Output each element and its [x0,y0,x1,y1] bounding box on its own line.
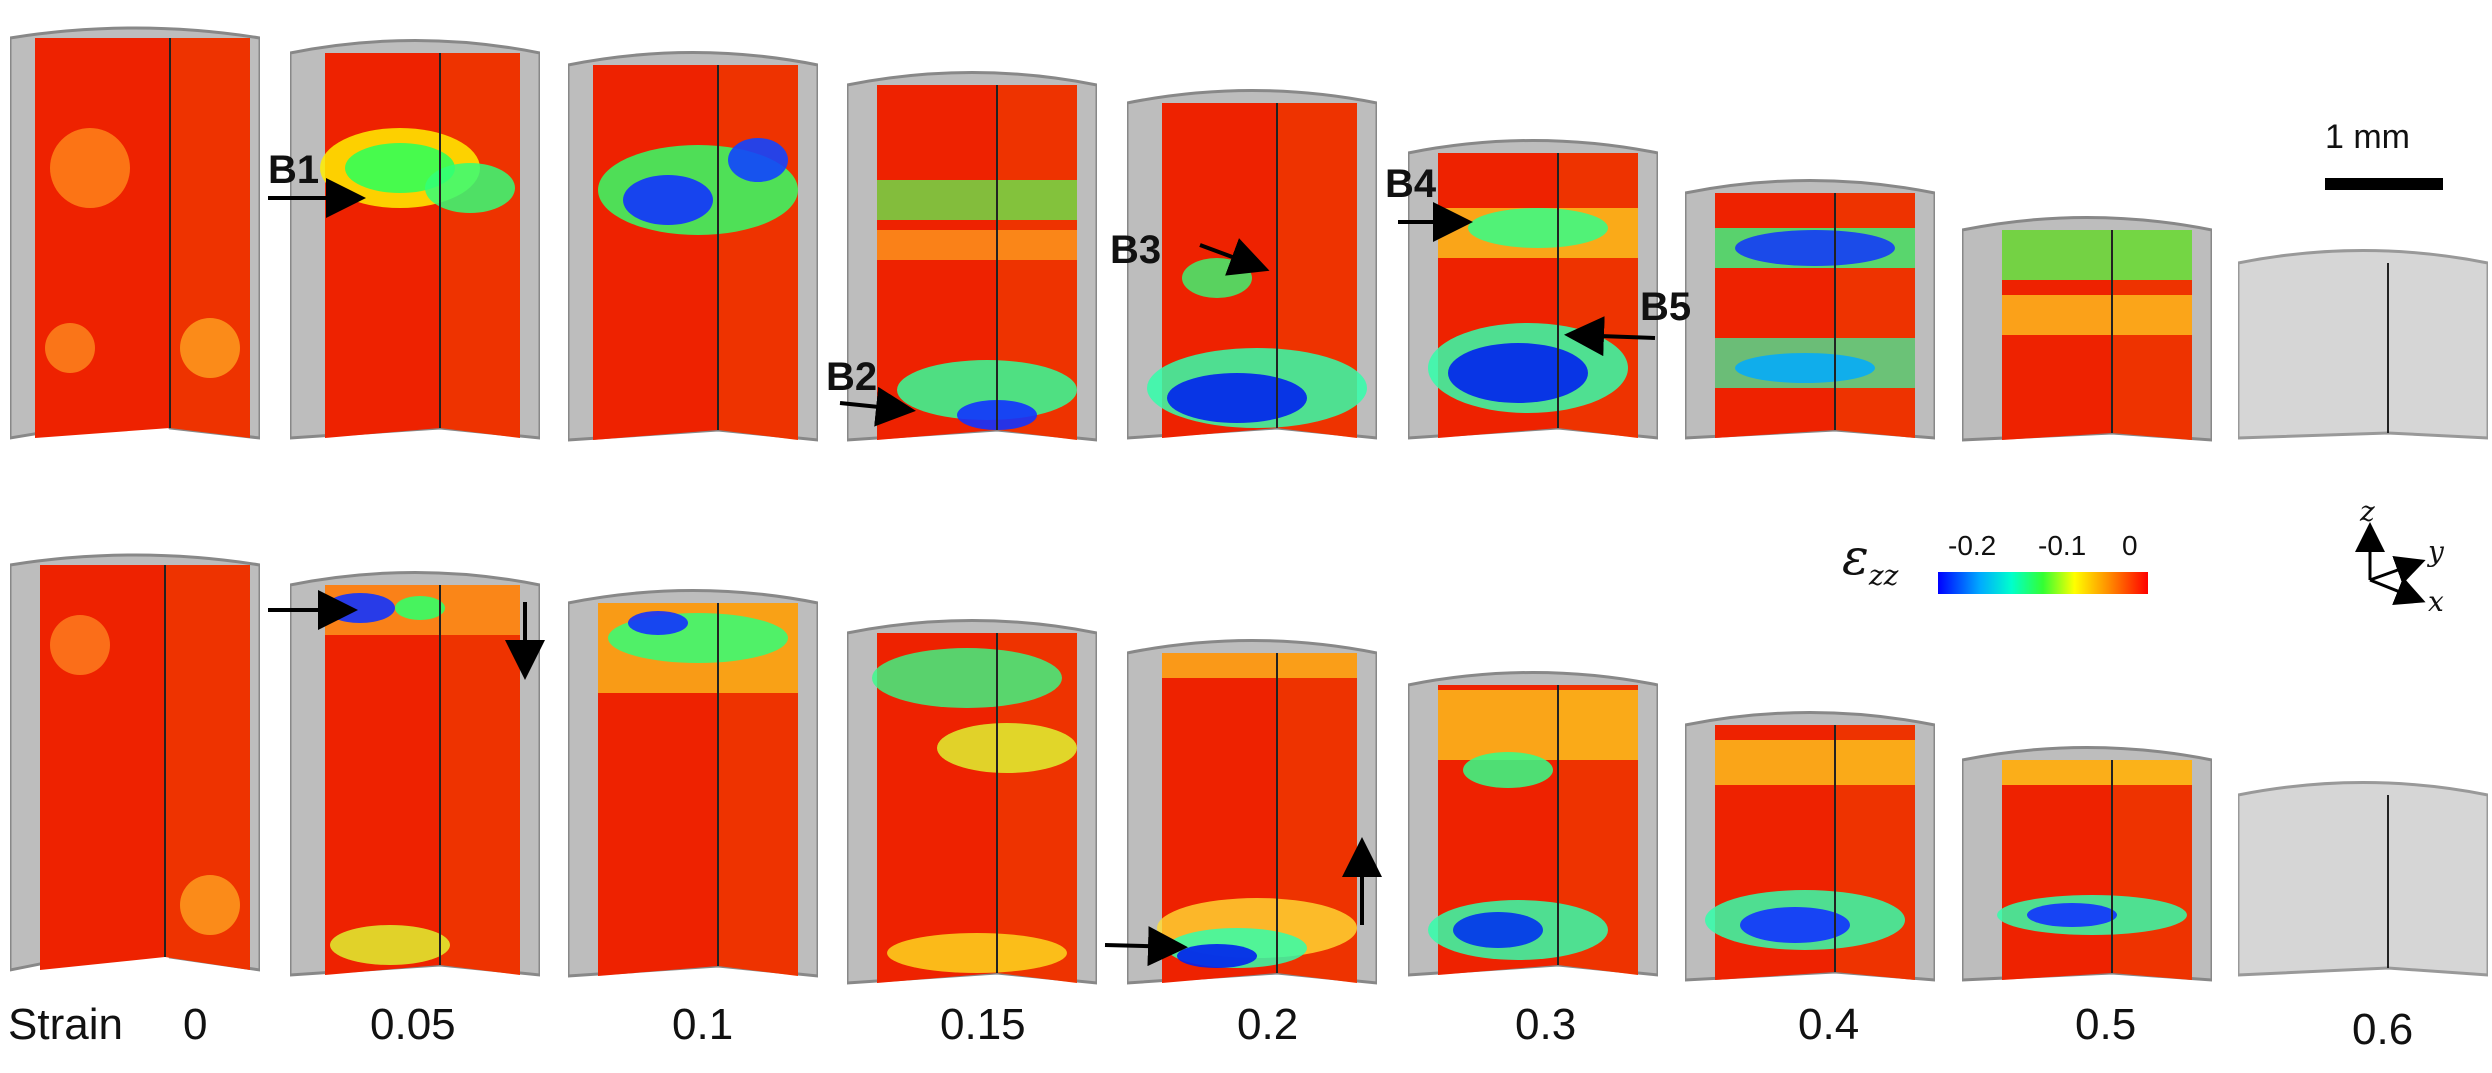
bottom-sample-01 [568,578,818,983]
strain-value-01: 0.1 [672,1000,734,1049]
band-label-b1: B1 [268,148,320,192]
bottom-sample-015-render [847,619,1097,985]
arrow-b2 [839,386,916,427]
top-sample-03 [1408,128,1658,448]
bottom-sample-005 [290,560,540,980]
bottom-sample-005-render [290,571,540,977]
strain-value-0: 0 [183,1000,208,1049]
colorbar-tick-high: 0 [2122,530,2138,561]
colorbar-tick-mid: -0.1 [2038,530,2087,561]
arrow-b3 [1199,238,1270,276]
strain-value-015: 0.15 [940,1000,1026,1049]
bottom-sample-03-render [1408,671,1658,977]
bottom-sample-04-render [1685,711,1935,982]
bottom-sample-015 [847,608,1097,988]
top-sample-04-render [1685,179,1935,440]
top-sample-005-render [290,39,540,440]
arrow-bottom-02-right [1104,926,1188,967]
top-sample-015-render [847,71,1097,442]
axis-label-z: z [2360,495,2375,528]
band-label-b3: B3 [1110,228,1162,272]
top-sample-06-render [2238,249,2488,440]
axis-label-x: x [2428,585,2444,618]
bottom-sample-03 [1408,660,1658,980]
strain-value-04: 0.4 [1798,1000,1860,1049]
bottom-sample-06 [2238,770,2488,980]
top-sample-05 [1962,205,2212,450]
scale-bar [2325,178,2443,190]
top-sample-06 [2238,238,2488,448]
top-sample-03-render [1408,139,1658,440]
bottom-sample-05 [1962,735,2212,985]
top-sample-05-render [1962,216,2212,442]
scale-bar-label: 1 mm [2325,118,2410,156]
colorbar-gradient [1938,572,2148,594]
band-label-b2: B2 [826,355,878,399]
colorbar-tick-low: -0.2 [1948,530,1997,561]
bottom-sample-05-render [1962,746,2212,982]
strain-value-06: 0.6 [2352,1005,2414,1054]
top-sample-01 [568,40,818,450]
bottom-sample-02-render [1127,639,1377,985]
top-sample-01-render [568,51,818,442]
strain-title: Strain [8,1000,123,1049]
top-sample-0 [10,18,260,448]
strain-value-03: 0.3 [1515,1000,1577,1049]
bottom-sample-04 [1685,700,1935,985]
top-sample-0-render [10,26,260,440]
axis-label-y: y [2428,535,2444,568]
bottom-sample-0 [10,545,260,975]
strain-value-005: 0.05 [370,1000,456,1049]
band-label-b5: B5 [1640,285,1692,329]
bottom-sample-01-render [568,589,818,978]
top-sample-015 [847,60,1097,450]
bottom-sample-0-render [10,553,260,972]
top-sample-04 [1685,168,1935,448]
bottom-sample-06-render [2238,781,2488,977]
colorbar-symbol: εzz [1842,528,1899,592]
strain-value-02: 0.2 [1237,1000,1299,1049]
top-sample-005 [290,28,540,448]
strain-value-05: 0.5 [2075,1000,2137,1049]
arrow-b5 [1564,316,1656,357]
band-label-b4: B4 [1385,162,1437,206]
bottom-sample-02 [1127,628,1377,988]
